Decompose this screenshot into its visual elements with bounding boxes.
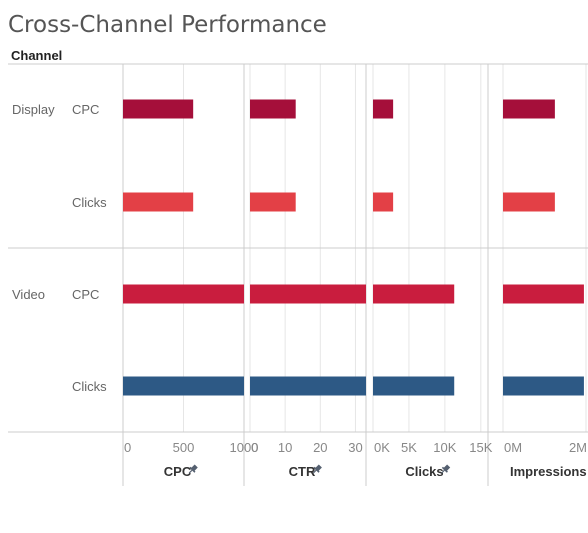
bar-clicks-video-clicks[interactable] xyxy=(373,376,455,396)
bar-impressions-video-cpc[interactable] xyxy=(503,284,584,304)
bar-cpc-video-clicks[interactable] xyxy=(123,376,244,396)
tick-label: 0 xyxy=(124,440,131,455)
tick-label: 10 xyxy=(278,440,292,455)
tick-label: 0K xyxy=(374,440,390,455)
bar-impressions-display-cpc[interactable] xyxy=(503,99,555,119)
measure-label-clicks[interactable]: Clicks xyxy=(405,464,443,479)
pin-icon[interactable] xyxy=(439,464,451,476)
chart-title: Cross-Channel Performance xyxy=(8,12,327,38)
bar-ctr-video-cpc[interactable] xyxy=(250,284,366,304)
pin-icon[interactable] xyxy=(187,464,199,476)
measure-label-impressions[interactable]: Impressions xyxy=(510,464,587,479)
labels-layer: Display Video CPC Clicks CPC Clicks xyxy=(12,102,107,394)
tick-label: 0 xyxy=(251,440,258,455)
bar-clicks-video-cpc[interactable] xyxy=(373,284,455,304)
metric-label-display-clicks: Clicks xyxy=(72,195,107,210)
tick-label: 15K xyxy=(469,440,492,455)
bar-ctr-display-clicks[interactable] xyxy=(250,192,296,212)
tick-label: 20 xyxy=(313,440,327,455)
bar-clicks-display-cpc[interactable] xyxy=(373,99,394,119)
bar-cpc-display-cpc[interactable] xyxy=(123,99,194,119)
bar-impressions-display-clicks[interactable] xyxy=(503,192,555,212)
tick-label: 0M xyxy=(504,440,522,455)
bar-ctr-display-cpc[interactable] xyxy=(250,99,296,119)
measure-label-ctr[interactable]: CTR xyxy=(289,464,316,479)
bar-impressions-video-clicks[interactable] xyxy=(503,376,584,396)
tick-label: 5K xyxy=(401,440,417,455)
measure-label-cpc[interactable]: CPC xyxy=(164,464,192,479)
metric-label-display-cpc: CPC xyxy=(72,102,99,117)
bar-clicks-display-clicks[interactable] xyxy=(373,192,394,212)
axis-layer: 0 500 1000 CPC 0 10 20 30 CTR 0K 5K 10K 15K Clicks 0M 2… xyxy=(124,440,587,479)
bar-ctr-video-clicks[interactable] xyxy=(250,376,366,396)
channel-label-display: Display xyxy=(12,102,55,117)
tick-label: 10K xyxy=(433,440,456,455)
tick-label: 30 xyxy=(348,440,362,455)
bars-layer xyxy=(123,99,584,396)
tick-label: 1000 xyxy=(230,440,259,455)
divider-layer xyxy=(8,63,588,486)
row-header-channel: Channel xyxy=(11,48,62,63)
bar-cpc-display-clicks[interactable] xyxy=(123,192,194,212)
tick-label: 2M xyxy=(569,440,587,455)
pin-icon[interactable] xyxy=(311,464,323,476)
metric-label-video-clicks: Clicks xyxy=(72,379,107,394)
bar-cpc-video-cpc[interactable] xyxy=(123,284,244,304)
tick-label: 500 xyxy=(173,440,195,455)
channel-label-video: Video xyxy=(12,287,45,302)
metric-label-video-cpc: CPC xyxy=(72,287,99,302)
